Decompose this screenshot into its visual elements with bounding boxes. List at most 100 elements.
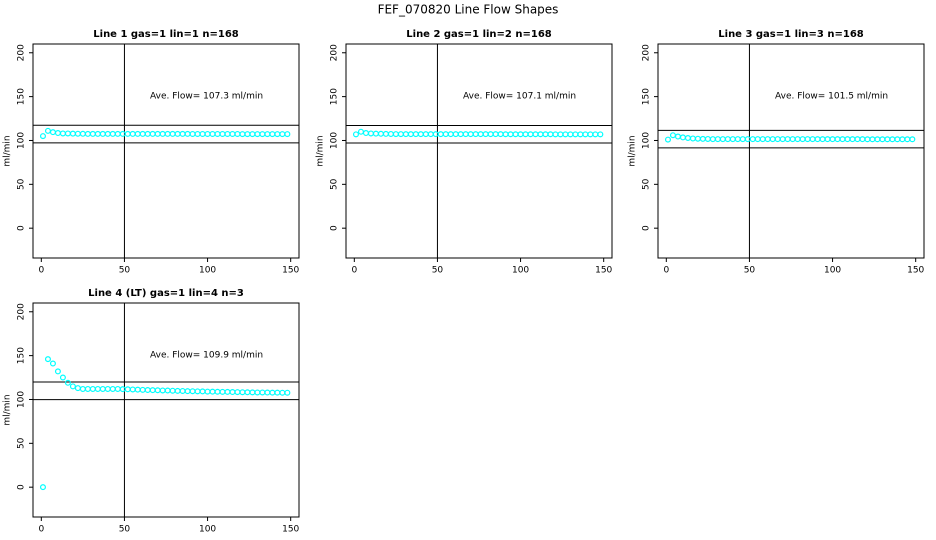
data-point [804, 136, 811, 143]
data-point [477, 131, 484, 138]
data-point [357, 128, 364, 135]
data-point [79, 385, 86, 392]
data-point [749, 136, 756, 143]
data-point [497, 131, 504, 138]
data-point [487, 131, 494, 138]
data-point [214, 388, 221, 395]
panel-title: Line 3 gas=1 lin=3 n=168 [718, 29, 864, 40]
data-point [382, 130, 389, 137]
data-point [759, 136, 766, 143]
y-axis-label: ml/min [3, 394, 13, 425]
data-point [219, 130, 226, 137]
data-point [239, 389, 246, 396]
data-point [889, 136, 896, 143]
data-point [54, 368, 61, 375]
data-point [94, 385, 101, 392]
panel-title: Line 1 gas=1 lin=1 n=168 [93, 29, 239, 40]
data-point [849, 136, 856, 143]
data-point [704, 135, 711, 142]
data-point [84, 385, 91, 392]
data-point [249, 389, 256, 396]
data-point [279, 131, 286, 138]
data-point [784, 136, 791, 143]
data-point [512, 131, 519, 138]
data-point [84, 130, 91, 137]
data-point [269, 389, 276, 396]
data-point [49, 129, 56, 136]
data-point [199, 388, 206, 395]
data-point [144, 387, 151, 394]
data-point [462, 131, 469, 138]
data-point [234, 130, 241, 137]
panel: Line 1 gas=1 lin=1 n=168 ml/min 0 50 100 150 0… [3, 29, 300, 276]
data-point [224, 130, 231, 137]
data-point [714, 136, 721, 143]
data-point [59, 130, 66, 137]
data-point [204, 388, 211, 395]
data-point [259, 389, 266, 396]
data-point [154, 130, 161, 137]
data-point [244, 131, 251, 138]
data-point [284, 389, 291, 396]
annotation: Ave. Flow= 107.3 ml/min [150, 92, 263, 102]
data-point [482, 131, 489, 138]
annotation: Ave. Flow= 101.5 ml/min [775, 92, 888, 102]
x-tick-label: 100 [199, 525, 216, 535]
x-tick-label: 150 [595, 266, 612, 276]
data-point [184, 130, 191, 137]
data-point [109, 130, 116, 137]
data-point [844, 136, 851, 143]
data-point [587, 131, 594, 138]
data-point [44, 127, 51, 134]
data-point [864, 136, 871, 143]
plot-frame [32, 43, 300, 259]
data-point [724, 136, 731, 143]
data-point [54, 130, 61, 137]
data-point [452, 131, 459, 138]
data-point [699, 135, 706, 142]
figure-title: FEF_070820 Line Flow Shapes [378, 3, 559, 17]
x-tick-label: 50 [744, 266, 756, 276]
data-point [734, 136, 741, 143]
data-point [149, 387, 156, 394]
plot-frame [32, 302, 300, 518]
data-point [664, 136, 671, 143]
data-point [214, 130, 221, 137]
data-point [144, 130, 151, 137]
data-point [169, 130, 176, 137]
data-point [894, 136, 901, 143]
x-tick-label: 100 [199, 266, 216, 276]
data-point [754, 136, 761, 143]
x-tick-label: 100 [824, 266, 841, 276]
data-point [909, 136, 916, 143]
data-point [259, 131, 266, 138]
x-tick-label: 50 [432, 266, 444, 276]
data-point [562, 131, 569, 138]
data-point [552, 131, 559, 138]
data-point [372, 130, 379, 137]
y-tick-label: 0 [17, 484, 27, 490]
data-point [839, 136, 846, 143]
data-point [64, 379, 71, 386]
y-tick-label: 200 [642, 44, 652, 61]
y-axis-label: ml/min [3, 135, 13, 166]
panel: Line 4 (LT) gas=1 lin=4 n=3 ml/min 0 50 100 1… [3, 288, 300, 535]
panel: Line 2 gas=1 lin=2 n=168 ml/min 0 50 100 150 0… [316, 29, 613, 276]
plot-frame [345, 43, 613, 259]
y-tick-label: 100 [17, 391, 27, 408]
data-point [209, 388, 216, 395]
data-point [457, 131, 464, 138]
data-point [517, 131, 524, 138]
data-point [874, 136, 881, 143]
data-point [89, 130, 96, 137]
data-point [417, 131, 424, 138]
data-point [709, 136, 716, 143]
data-point [869, 136, 876, 143]
data-point [274, 389, 281, 396]
data-point [437, 131, 444, 138]
data-point [392, 131, 399, 138]
data-point [582, 131, 589, 138]
panel-title: Line 4 (LT) gas=1 lin=4 n=3 [88, 288, 244, 299]
data-point [719, 136, 726, 143]
data-point [149, 130, 156, 137]
